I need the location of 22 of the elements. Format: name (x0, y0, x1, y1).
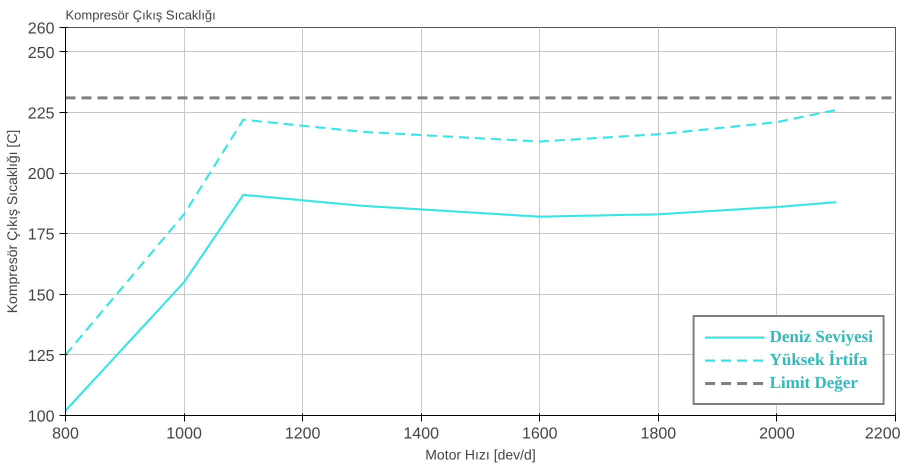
y-tick-label: 150 (28, 287, 55, 304)
x-tick-label: 2200 (864, 426, 901, 442)
x-tick-label: 800 (52, 426, 79, 442)
x-tick-label: 1600 (522, 426, 558, 442)
y-tick-label: 200 (28, 166, 55, 183)
x-tick-label: 2000 (759, 426, 795, 442)
y-tick-label: 125 (28, 348, 55, 365)
x-tick-label: 1800 (640, 426, 676, 442)
y-tick-label: 100 (28, 408, 55, 426)
legend-label: Limit Değer (770, 373, 858, 393)
x-tick-label: 1000 (166, 426, 202, 442)
x-tick-label: 1400 (403, 426, 440, 442)
y-tick-label: 175 (28, 226, 55, 244)
x-axis-title: Motor Hızı [dev/d] (425, 446, 536, 462)
y-tick-label: 250 (28, 44, 55, 62)
y-axis-title: Kompresör Çıkış Sıcaklığı [C] (4, 130, 20, 314)
legend-label: Deniz Seviyesi (770, 327, 873, 347)
chart-title: Kompresör Çıkış Sıcaklığı (66, 8, 216, 22)
legend-label: Yüksek İrtifa (770, 350, 868, 370)
y-tick-label: 225 (28, 105, 55, 122)
y-tick-label: 260 (28, 20, 55, 38)
x-tick-label: 1200 (284, 426, 321, 442)
